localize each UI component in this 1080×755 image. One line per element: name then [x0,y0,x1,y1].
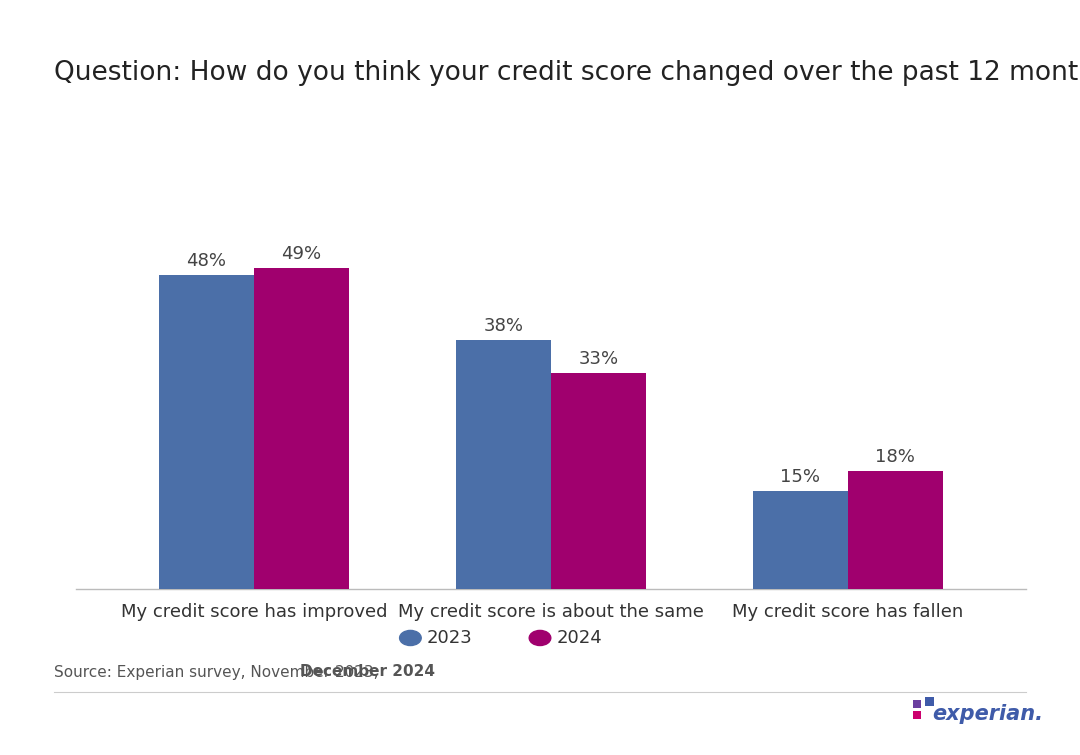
Text: 15%: 15% [780,467,821,485]
Text: December 2024: December 2024 [300,664,435,680]
Text: 48%: 48% [186,251,227,270]
Text: 38%: 38% [483,317,524,335]
Bar [848,471,943,589]
Text: 18%: 18% [876,448,915,466]
Text: 33%: 33% [578,350,619,368]
Text: Question: How do you think your credit score changed over the past 12 months?: Question: How do you think your credit s… [54,60,1080,86]
Text: Source: Experian survey, November 2023,: Source: Experian survey, November 2023, [54,664,383,680]
Text: 2024: 2024 [556,629,602,647]
Bar [254,268,349,589]
Bar [551,373,646,589]
Bar [159,275,254,589]
Bar [753,491,848,589]
Bar [456,341,551,589]
Text: 2023: 2023 [427,629,472,647]
Text: experian.: experian. [932,704,1043,724]
Text: 49%: 49% [281,245,322,263]
